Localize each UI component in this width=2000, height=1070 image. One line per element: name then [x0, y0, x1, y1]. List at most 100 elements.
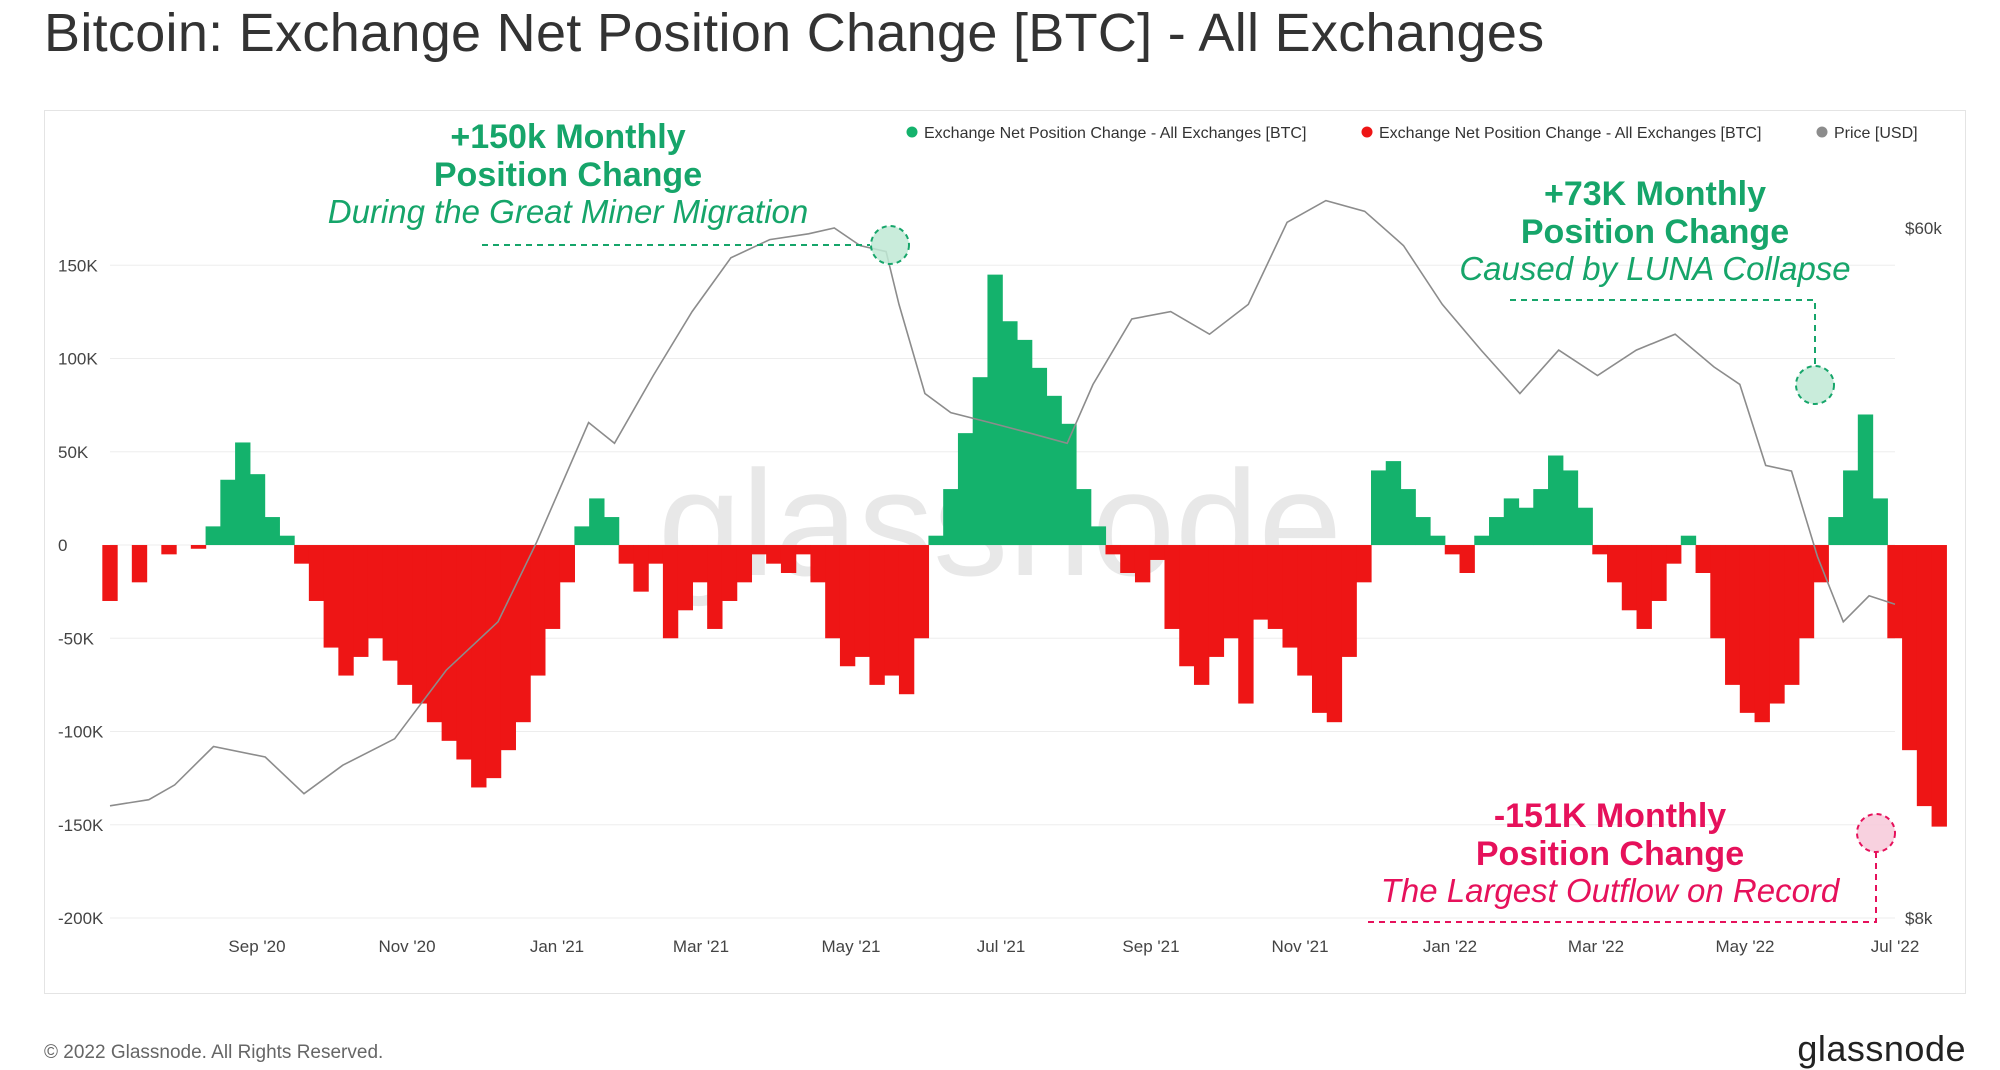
x-tick-label: Mar '21	[673, 937, 729, 956]
legend-label: Exchange Net Position Change - All Excha…	[924, 125, 1306, 142]
negative-bar	[544, 545, 561, 629]
x-tick-label: May '21	[822, 937, 881, 956]
annotation-subtitle: During the Great Miner Migration	[327, 193, 809, 231]
page-title: Bitcoin: Exchange Net Position Change [B…	[44, 3, 1545, 63]
annotation-leader-line	[1368, 852, 1877, 923]
negative-bar	[1149, 545, 1166, 560]
positive-bar	[1680, 535, 1697, 546]
annotation-title-2: Position Change	[433, 156, 703, 195]
annotation-leader-line	[1510, 299, 1816, 366]
negative-bar	[1105, 545, 1121, 555]
negative-bar	[1341, 545, 1357, 657]
negative-bar	[515, 545, 531, 723]
negative-bar	[1223, 545, 1239, 639]
negative-bar	[102, 545, 118, 601]
negative-bar	[397, 545, 413, 685]
positive-bar	[1577, 507, 1593, 546]
negative-bar	[1252, 545, 1269, 620]
positive-bar	[1400, 489, 1416, 546]
price-line	[109, 199, 1896, 807]
x-tick-label: Jul '22	[1871, 937, 1920, 956]
negative-bar	[382, 545, 398, 661]
negative-bar	[1902, 545, 1918, 751]
negative-bar	[1916, 545, 1933, 807]
negative-bar	[1444, 545, 1461, 555]
negative-bar	[412, 545, 428, 704]
negative-bar	[1267, 545, 1284, 629]
x-tick-label: Mar '22	[1568, 937, 1624, 956]
annotation-miner-migration: +150k Monthly Position Change During the…	[308, 118, 828, 231]
negative-bar	[471, 545, 487, 788]
negative-bar	[1798, 545, 1815, 639]
positive-bar	[957, 433, 974, 546]
legend-marker	[1361, 126, 1373, 138]
legend-label: Price [USD]	[1834, 125, 1918, 142]
positive-bar	[1046, 395, 1062, 546]
legend-marker	[906, 126, 918, 138]
positive-bar	[589, 498, 605, 546]
negative-bar	[648, 545, 664, 564]
y2-tick-label: $60k	[1905, 219, 1942, 238]
negative-bar	[1621, 545, 1638, 611]
negative-bar	[795, 545, 812, 555]
negative-bar	[1179, 545, 1195, 667]
negative-bar	[913, 545, 930, 639]
annotation-largest-outflow: -151K Monthly Position Change The Larges…	[1360, 797, 1860, 910]
negative-bar	[1120, 545, 1136, 573]
negative-bar	[426, 545, 443, 723]
y-tick-label: 50K	[58, 443, 89, 462]
positive-bar	[1075, 489, 1092, 546]
negative-bar	[1193, 545, 1210, 685]
y-tick-label: -150K	[58, 816, 104, 835]
negative-bar	[190, 545, 207, 549]
negative-bar	[692, 545, 708, 583]
negative-bar	[367, 545, 384, 639]
negative-bar	[161, 545, 177, 555]
y2-tick-label: $8k	[1905, 909, 1933, 928]
negative-bar	[485, 545, 502, 779]
positive-bar	[1385, 461, 1402, 546]
negative-bar	[884, 545, 900, 676]
positive-bar	[1415, 517, 1431, 546]
y-tick-label: -100K	[58, 723, 104, 742]
y-tick-label: 150K	[58, 256, 98, 275]
negative-bar	[766, 545, 782, 564]
positive-bar	[1430, 535, 1446, 546]
annotation-title-1: +73K Monthly	[1544, 175, 1766, 213]
annotation-subtitle: The Largest Outflow on Record	[1380, 872, 1840, 910]
positive-bar	[1872, 498, 1888, 546]
copyright-footer: © 2022 Glassnode. All Rights Reserved.	[44, 1042, 384, 1063]
positive-bar	[603, 517, 620, 546]
negative-bar	[1607, 545, 1623, 583]
negative-bar	[294, 545, 310, 564]
negative-bar	[707, 545, 723, 629]
negative-bar	[662, 545, 679, 639]
negative-bar	[1238, 545, 1254, 704]
positive-bar	[1843, 470, 1859, 546]
negative-bar	[1695, 545, 1711, 573]
negative-bar	[131, 545, 148, 583]
negative-bar	[1754, 545, 1770, 723]
x-tick-label: Jan '22	[1423, 937, 1477, 956]
negative-bar	[323, 545, 339, 648]
annotation-title-1: -151K Monthly	[1493, 797, 1727, 835]
legend-label: Exchange Net Position Change - All Excha…	[1379, 125, 1761, 142]
x-tick-label: Nov '20	[378, 937, 435, 956]
negative-bar	[1739, 545, 1756, 713]
negative-bar	[1459, 545, 1475, 573]
x-tick-label: Jan '21	[530, 937, 584, 956]
negative-bar	[353, 545, 369, 657]
negative-bar	[338, 545, 354, 676]
chart-frame	[44, 110, 1966, 994]
negative-bar	[1592, 545, 1608, 555]
negative-bar	[1666, 545, 1682, 564]
negative-bar	[559, 545, 575, 583]
negative-bar	[1931, 545, 1947, 827]
positive-bar	[1533, 489, 1549, 546]
positive-bar	[574, 526, 590, 546]
annotation-marker	[1856, 813, 1896, 853]
negative-bar	[1326, 545, 1343, 723]
negative-bar	[780, 545, 797, 573]
positive-bar	[1518, 507, 1534, 546]
